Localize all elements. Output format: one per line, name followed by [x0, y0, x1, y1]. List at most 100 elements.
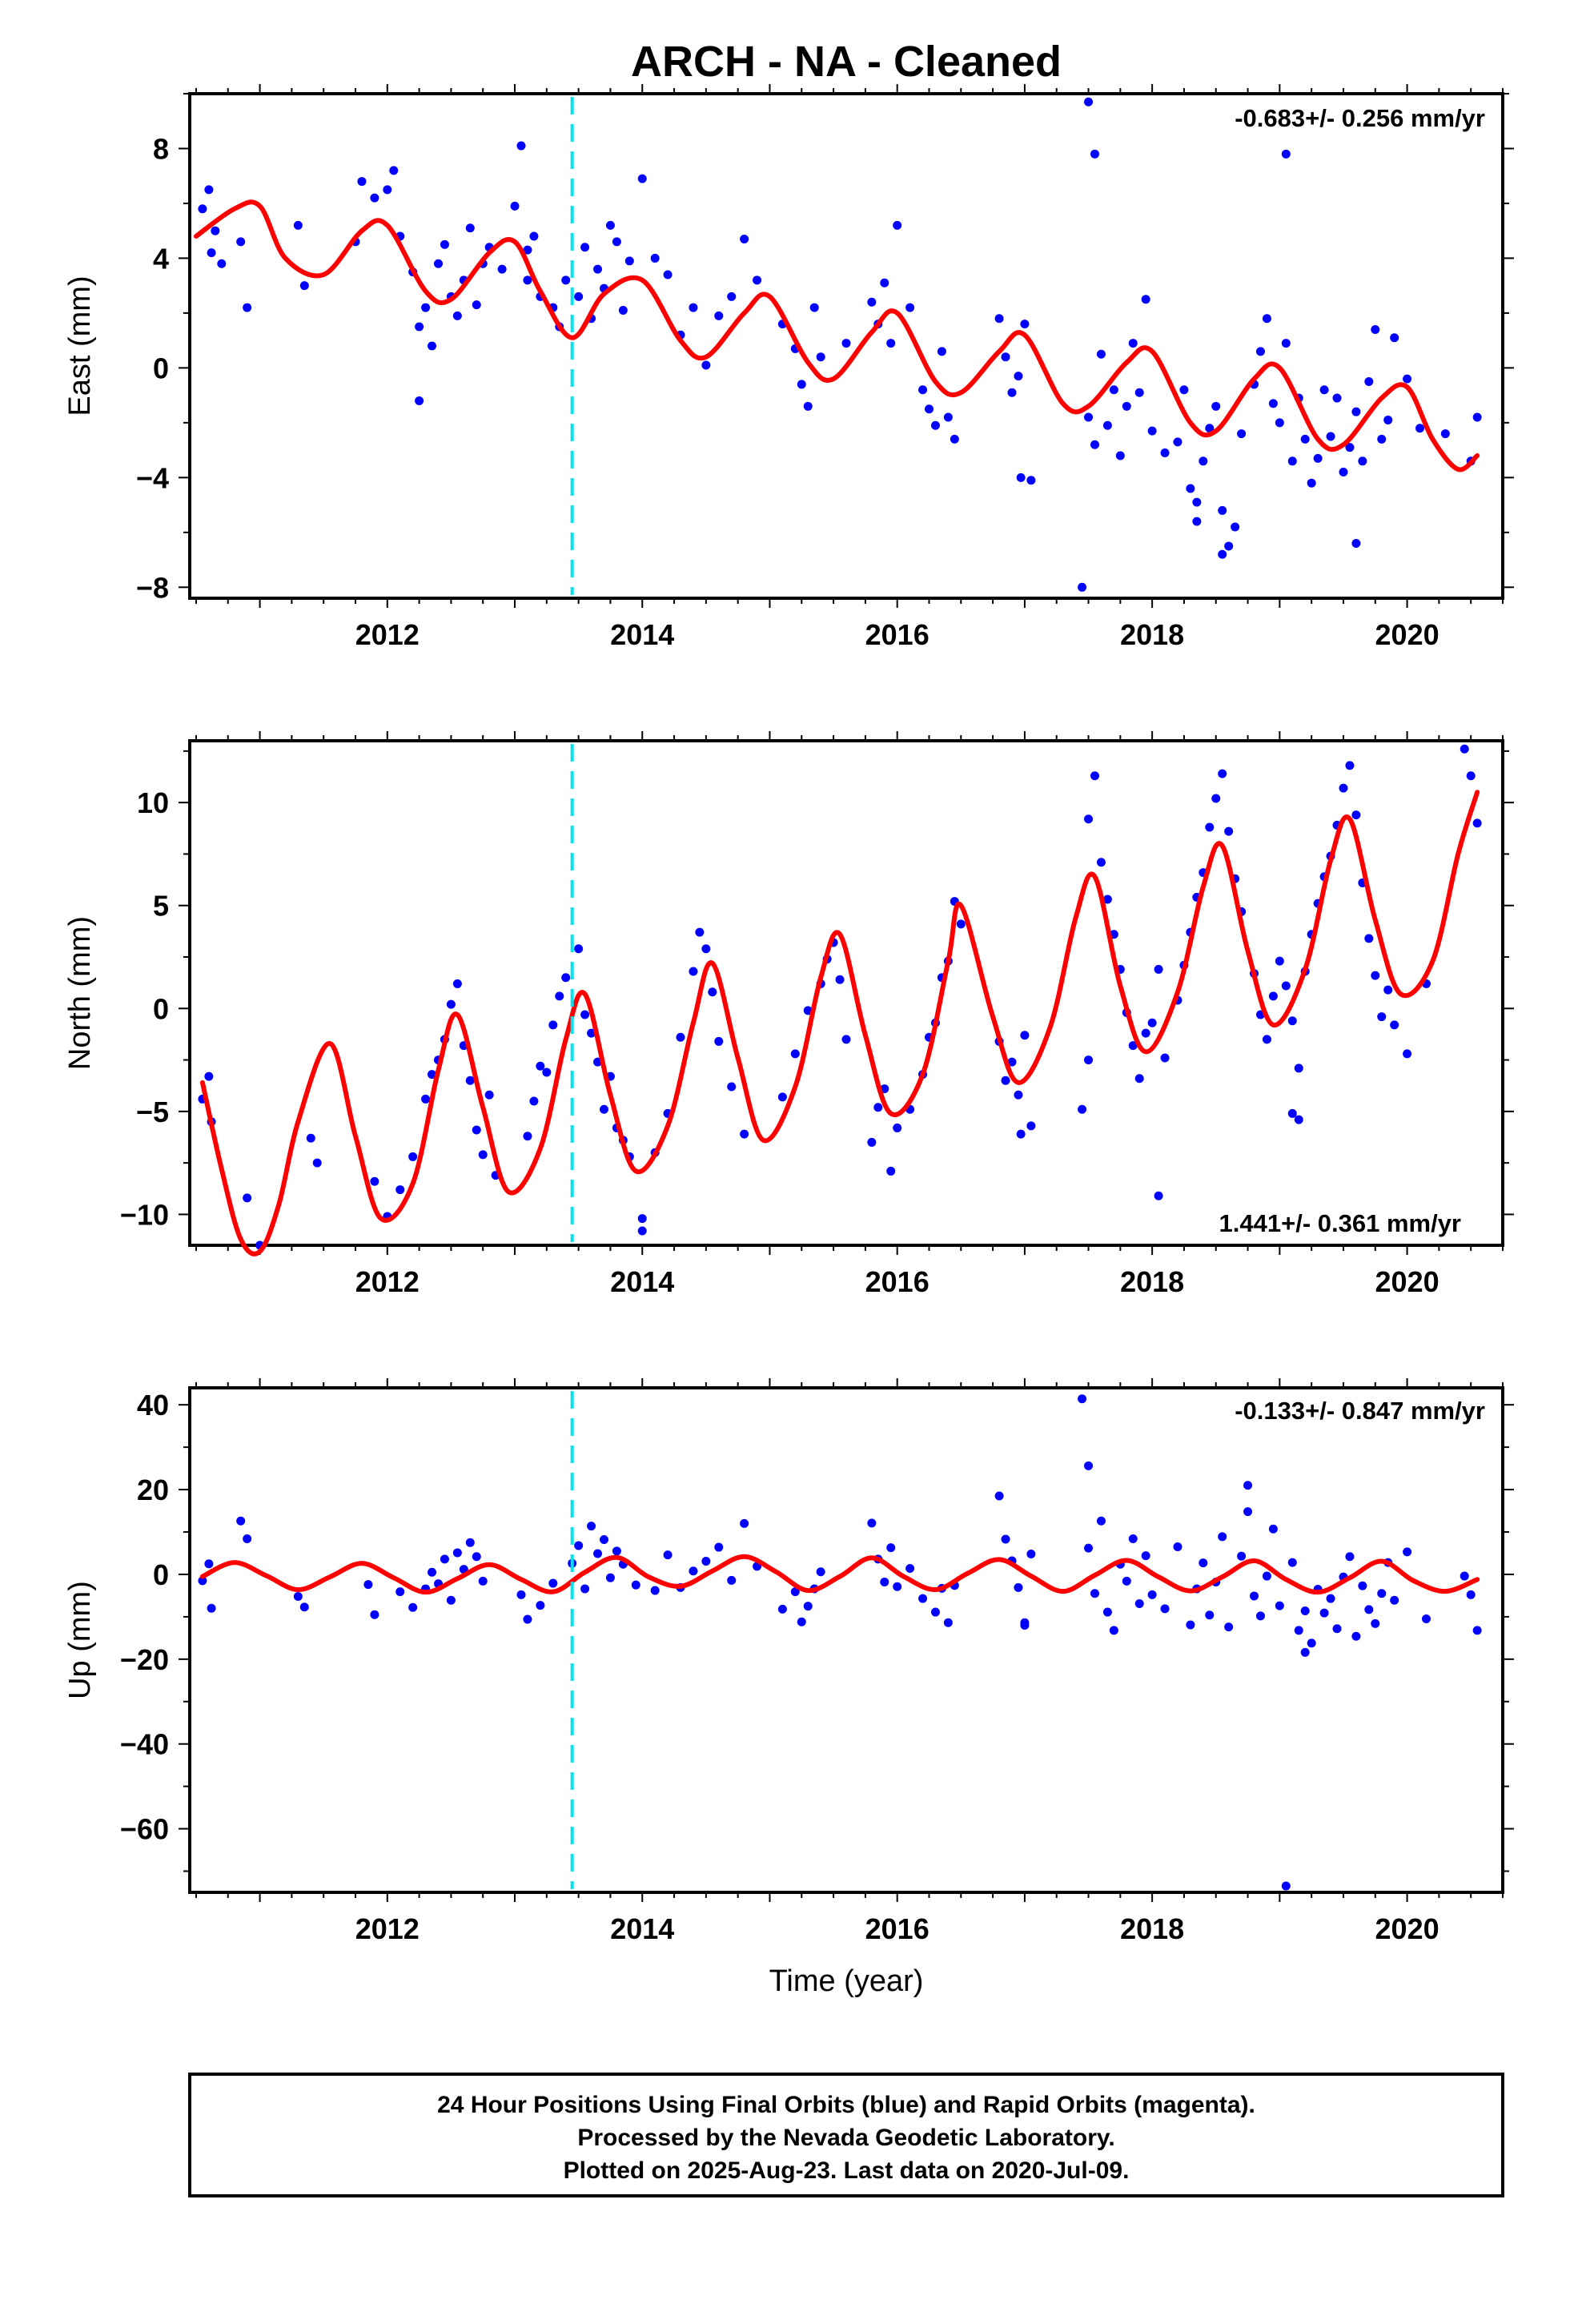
north-data-point — [1294, 1115, 1303, 1124]
east-data-point — [1307, 478, 1316, 488]
east-data-point — [930, 420, 940, 430]
east-data-point — [797, 380, 806, 389]
east-data-point — [727, 292, 737, 301]
north-x-tick-label: 2018 — [1120, 1265, 1184, 1298]
east-data-point — [1115, 451, 1125, 460]
up-data-point — [727, 1575, 737, 1585]
east-data-point — [204, 185, 214, 195]
up-data-point — [797, 1617, 806, 1626]
north-data-point — [1096, 858, 1106, 867]
up-data-point — [1084, 1543, 1094, 1553]
up-data-point — [893, 1582, 902, 1591]
north-data-point — [574, 944, 584, 954]
east-data-point — [1351, 407, 1361, 416]
footer-line-2: Processed by the Nevada Geodetic Laborat… — [577, 2125, 1114, 2151]
up-fit-curve — [199, 1554, 1480, 1595]
east-data-point — [1371, 324, 1380, 334]
east-data-point — [1262, 314, 1271, 324]
east-data-point — [1319, 385, 1329, 395]
up-data-point — [523, 1614, 532, 1624]
north-data-point — [1364, 934, 1374, 943]
east-data-point — [1179, 385, 1189, 395]
east-data-point — [523, 275, 532, 285]
north-data-point — [1147, 1018, 1157, 1027]
east-data-point — [1237, 429, 1247, 439]
east-data-point — [1109, 385, 1118, 395]
east-data-point — [211, 226, 220, 235]
up-data-point — [689, 1566, 698, 1576]
north-data-point — [243, 1193, 252, 1203]
up-data-point — [1460, 1571, 1469, 1581]
east-data-point — [510, 201, 520, 211]
up-data-point — [1281, 1881, 1291, 1891]
up-y-tick-label: −60 — [120, 1813, 169, 1846]
east-data-point — [1281, 149, 1291, 159]
up-data-point — [1218, 1532, 1227, 1542]
north-data-point — [1084, 814, 1094, 824]
east-data-point — [389, 166, 399, 175]
north-data-point — [1268, 991, 1278, 1001]
east-data-point — [994, 314, 1004, 324]
up-data-point — [1122, 1576, 1131, 1586]
east-data-point — [1016, 472, 1026, 482]
up-x-tick-label: 2014 — [610, 1912, 674, 1945]
east-data-point — [943, 412, 953, 422]
east-data-point — [1014, 372, 1023, 381]
north-data-point — [1160, 1053, 1170, 1063]
east-data-point — [1078, 582, 1087, 592]
north-fit-curve — [199, 790, 1480, 1256]
up-data-point — [1250, 1591, 1259, 1601]
east-data-point — [689, 303, 698, 312]
east-y-axis-label: East (mm) — [63, 275, 97, 416]
up-data-point — [293, 1591, 303, 1601]
east-data-point — [293, 220, 303, 230]
east-data-point — [905, 303, 915, 312]
east-data-point — [1096, 349, 1106, 359]
east-data-point — [663, 270, 673, 279]
east-data-point — [753, 275, 762, 285]
north-data-point — [599, 1104, 608, 1114]
north-data-point — [1377, 1012, 1387, 1022]
up-data-point — [1141, 1551, 1150, 1561]
up-data-point — [465, 1538, 475, 1547]
up-data-point — [408, 1602, 418, 1612]
north-data-point — [708, 987, 717, 997]
north-data-point — [1205, 822, 1215, 832]
north-data-point — [727, 1082, 737, 1092]
east-data-point — [1147, 426, 1157, 436]
up-x-tick-label: 2020 — [1375, 1912, 1439, 1945]
north-y-tick-label: 5 — [153, 890, 169, 923]
up-data-point — [803, 1602, 813, 1611]
east-data-point — [1358, 456, 1367, 466]
up-data-point — [1294, 1626, 1303, 1635]
east-data-point — [593, 264, 603, 274]
north-data-point — [446, 999, 456, 1009]
north-data-point — [396, 1185, 405, 1195]
north-data-point — [561, 973, 571, 983]
north-data-point — [1014, 1090, 1023, 1100]
north-data-point — [777, 1092, 787, 1102]
up-data-point — [886, 1543, 896, 1553]
up-data-point — [478, 1576, 488, 1586]
up-data-point — [1275, 1601, 1284, 1610]
east-data-point — [1364, 377, 1374, 387]
up-data-point — [1268, 1524, 1278, 1534]
north-data-point — [542, 1068, 552, 1077]
up-data-point — [536, 1601, 545, 1610]
up-data-point — [428, 1567, 437, 1577]
east-data-point — [529, 231, 539, 241]
east-data-point — [415, 322, 424, 332]
east-data-point — [618, 305, 628, 315]
east-data-point — [1287, 456, 1297, 466]
up-x-tick-label: 2016 — [865, 1912, 930, 1945]
east-x-tick-label: 2020 — [1375, 618, 1439, 651]
north-x-tick-label: 2012 — [355, 1265, 420, 1298]
north-data-point — [472, 1125, 481, 1135]
east-data-point — [1218, 549, 1227, 559]
up-data-point — [650, 1586, 660, 1595]
east-data-point — [1218, 505, 1227, 515]
north-x-tick-label: 2014 — [610, 1265, 674, 1298]
up-data-point — [1472, 1626, 1482, 1635]
east-data-point — [207, 248, 216, 258]
east-data-point — [428, 341, 437, 351]
